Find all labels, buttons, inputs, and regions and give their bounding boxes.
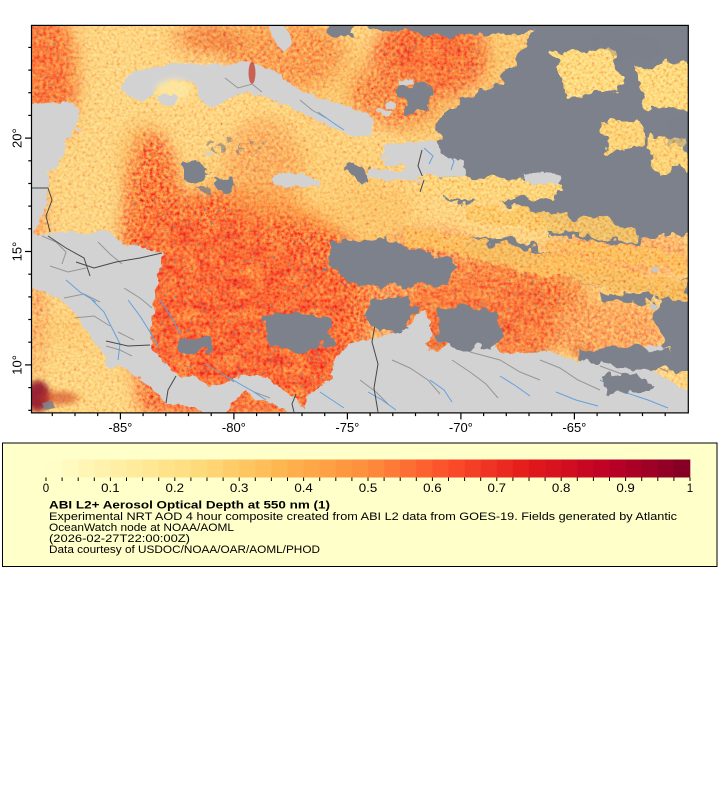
svg-text:0.3: 0.3 [230,483,249,495]
svg-text:ABI L2+ Aerosol Optical Depth: ABI L2+ Aerosol Optical Depth at 550 nm … [49,500,330,512]
svg-text:15°: 15° [10,242,25,262]
svg-text:0.4: 0.4 [294,483,313,495]
svg-text:0.7: 0.7 [488,483,507,495]
svg-text:Experimental NRT AOD 4 hour co: Experimental NRT AOD 4 hour composite cr… [49,511,678,523]
svg-text:-80°: -80° [222,420,246,435]
svg-text:10°: 10° [10,355,25,375]
svg-text:20°: 20° [10,128,25,148]
svg-text:(2026-02-27T22:00:00Z): (2026-02-27T22:00:00Z) [49,533,190,545]
svg-text:OceanWatch node at NOAA/AOML: OceanWatch node at NOAA/AOML [49,522,234,534]
svg-text:0.9: 0.9 [616,483,635,495]
svg-text:-75°: -75° [335,420,359,435]
svg-text:0.8: 0.8 [552,483,571,495]
svg-text:1: 1 [687,483,693,495]
svg-text:0.5: 0.5 [359,483,378,495]
svg-text:0.6: 0.6 [423,483,442,495]
svg-text:0: 0 [43,483,49,495]
svg-text:0.1: 0.1 [101,483,120,495]
svg-text:0.2: 0.2 [166,483,185,495]
svg-text:-85°: -85° [108,420,132,435]
svg-text:-70°: -70° [449,420,473,435]
svg-text:-65°: -65° [562,420,586,435]
svg-text:Data courtesy of USDOC/NOAA/OA: Data courtesy of USDOC/NOAA/OAR/AOML/PHO… [49,544,320,556]
